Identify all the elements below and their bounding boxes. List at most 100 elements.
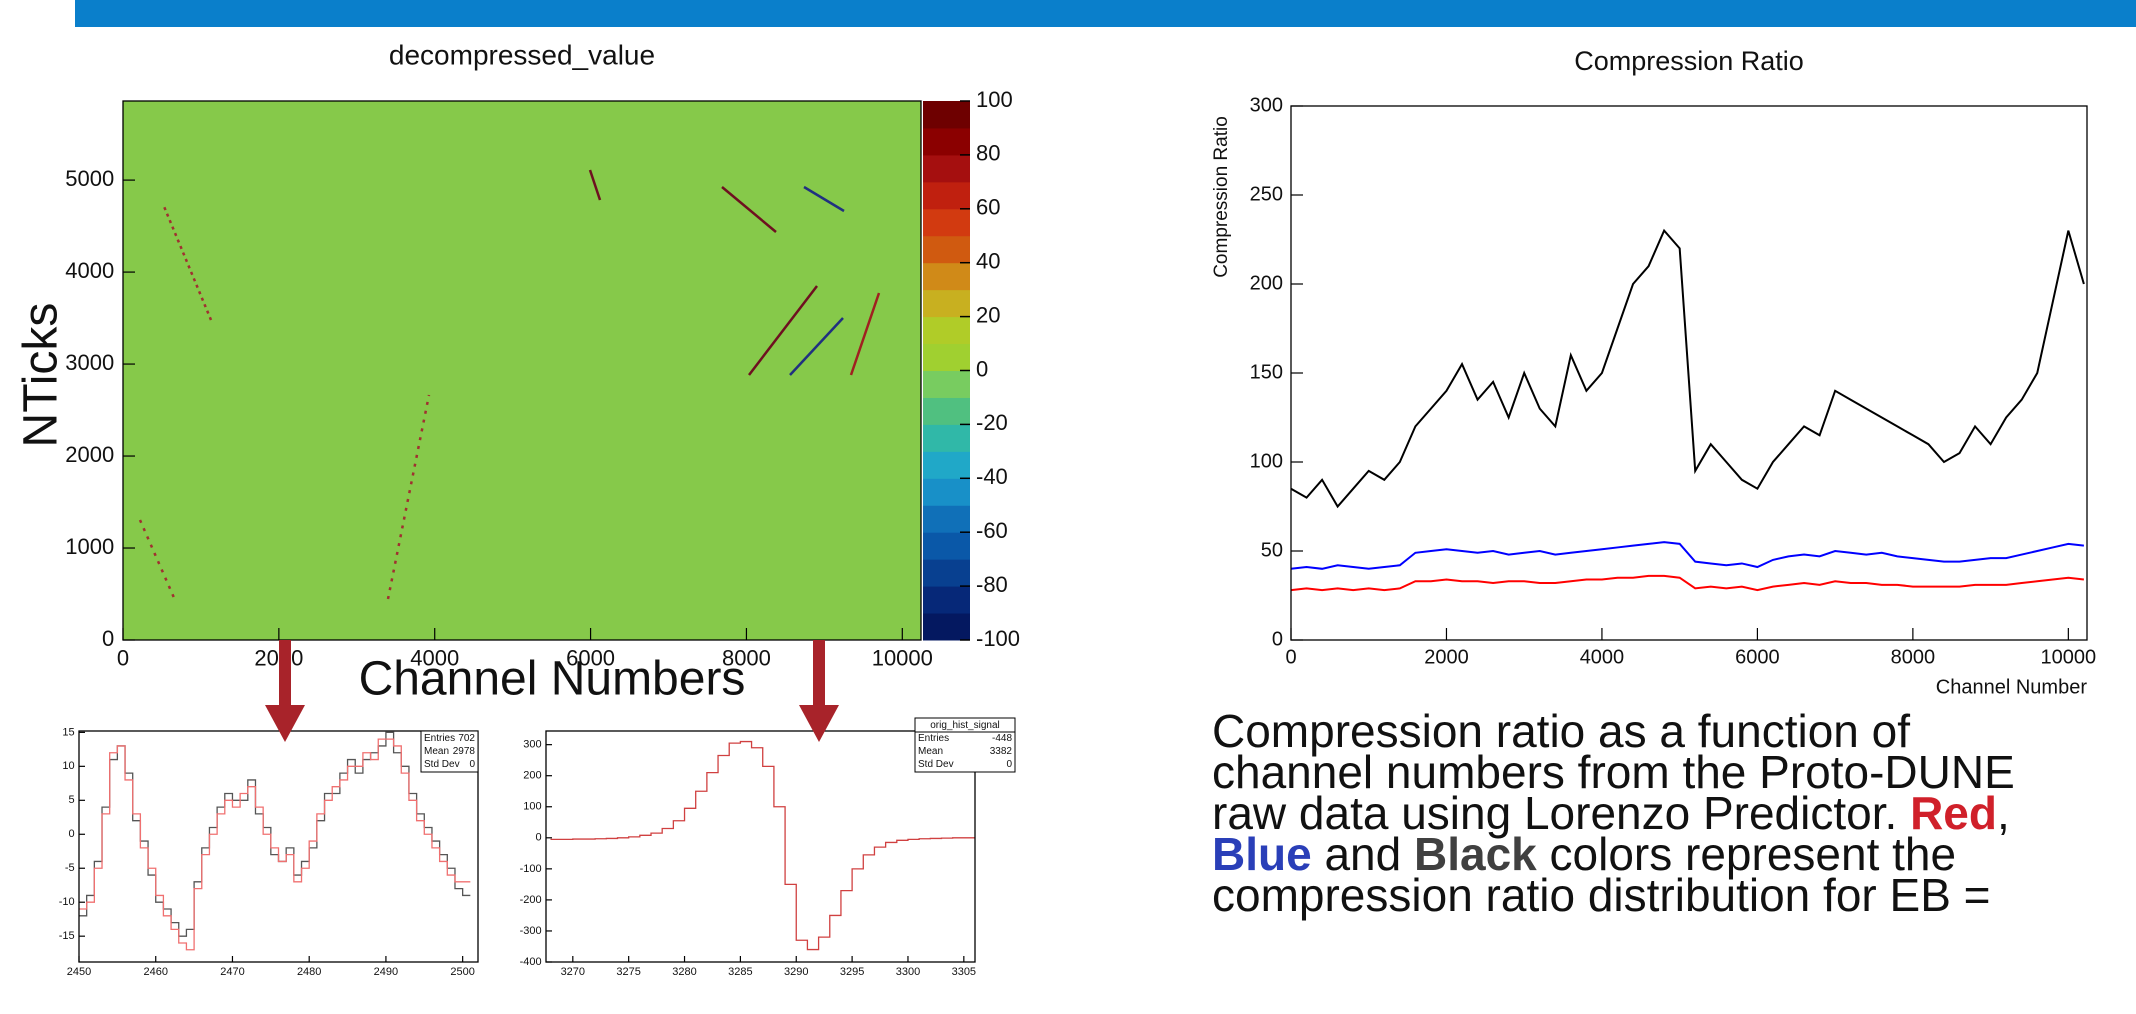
x-tick-label: 3275 [616,966,640,978]
x-tick-label: 0 [117,646,129,671]
caption-text: Red [1910,787,1997,839]
series-line [1290,228,2085,509]
colorbar-band [923,343,970,371]
caption-line: Compression ratio as a function of [1212,705,1910,757]
colorbar-band [923,532,970,560]
plot-frame [122,100,922,641]
y-tick-label: -400 [520,956,542,968]
heatmap-area [123,101,921,640]
stats-value: 0 [469,759,475,770]
colorbar-band [923,316,970,345]
histogram-step [79,738,471,951]
arrow-head [799,705,839,742]
colorbar-band [923,289,970,318]
colorbar-band [923,424,970,452]
y-tick-label: 10 [62,760,74,772]
arrow-shaft [279,640,291,706]
y-tick-label: 0 [102,626,114,651]
x-tick-label: 2490 [374,966,398,978]
x-tick-label: 2450 [67,966,91,978]
caption-text: , [1997,787,2010,839]
track [803,185,845,213]
arrow-shaft [813,640,825,706]
colorbar-label: 80 [976,141,1000,166]
x-tick-label: 8000 [1891,646,1936,668]
track [138,519,177,601]
y-tick-label: 250 [1250,183,1283,205]
y-tick-label: 3000 [65,350,114,375]
caption-text: channel numbers from the Proto-DUNE [1212,746,2015,798]
colorbar-band [923,478,970,506]
y-tick-label: 1000 [65,534,114,559]
x-tick-label: 10000 [2041,646,2097,668]
track [748,285,818,376]
caption-text: Compression ratio as a function of [1212,705,1910,757]
y-tick-label: 0 [68,828,74,840]
x-tick-label: 2460 [143,966,167,978]
track [588,169,602,201]
x-tick-label: 2500 [450,966,474,978]
x-tick-label: 3300 [896,966,920,978]
y-tick-label: 150 [1250,361,1283,383]
x-tick-label: 3270 [561,966,585,978]
y-tick-label: 5 [68,794,74,806]
colorbar-label: -20 [976,410,1008,435]
y-tick-label: 100 [523,801,541,813]
caption-text: and [1312,828,1414,880]
x-tick-label: 3280 [672,966,696,978]
track [849,292,881,376]
caption: Compression ratio as a function ofchanne… [1212,705,2015,921]
stats-value: 3382 [990,746,1013,757]
tracks [138,169,881,601]
colorbar-band [923,505,970,533]
colorbar-band [923,370,970,398]
arrow-head [265,705,305,742]
x-tick-label: 4000 [410,646,459,671]
y-tick-label: 2000 [65,442,114,467]
colorbar-band [923,208,970,237]
stats-box [420,730,479,773]
colorbar-band [923,586,970,614]
caption-text: Black [1414,828,1537,880]
caption-text: colors represent the [1537,828,1956,880]
stats-label: Std Dev [424,759,460,770]
caption-line: raw data using Lorenzo Predictor. Red, [1212,787,2010,839]
colorbar-label: -40 [976,464,1008,489]
x-tick-label: 8000 [722,646,771,671]
y-tick-label: 200 [1250,272,1283,294]
y-tick-label: -100 [520,863,542,875]
x-tick-label: 10000 [872,646,933,671]
x-tick-label: 2470 [220,966,244,978]
heatmap-layer [123,101,921,640]
stats-value: -448 [992,733,1012,744]
y-tick-label: 0 [535,832,541,844]
track [386,394,431,600]
caption-text: compression ratio distribution for EB = [1212,869,1991,921]
caption-text: Blue [1212,828,1312,880]
y-tick-label: 200 [523,770,541,782]
y-axis-label: NTicks [15,303,68,448]
y-tick-label: 5000 [65,166,114,191]
stats-title: orig_hist_signal [930,720,1000,731]
x-tick-label: 6000 [566,646,615,671]
y-tick-label: 100 [1250,450,1283,472]
x-tick-label: 6000 [1735,646,1780,668]
arrow [799,640,839,742]
colorbar-label: 20 [976,302,1000,327]
y-tick-label: 50 [1261,539,1283,561]
stats-label: Entries [424,733,455,744]
colorbar-band [923,101,970,129]
colorbar-band [923,559,970,587]
y-axis-label: Compression Ratio [1211,116,1232,278]
arrow [265,640,305,742]
x-tick-label: 0 [1285,646,1296,668]
stats-label: Entries [918,733,949,744]
histogram-step [79,731,471,937]
y-tick-label: -200 [520,894,542,906]
y-tick-label: -15 [59,930,75,942]
colorbar-label: 40 [976,249,1000,274]
caption-line: compression ratio distribution for EB = [1212,869,1991,921]
